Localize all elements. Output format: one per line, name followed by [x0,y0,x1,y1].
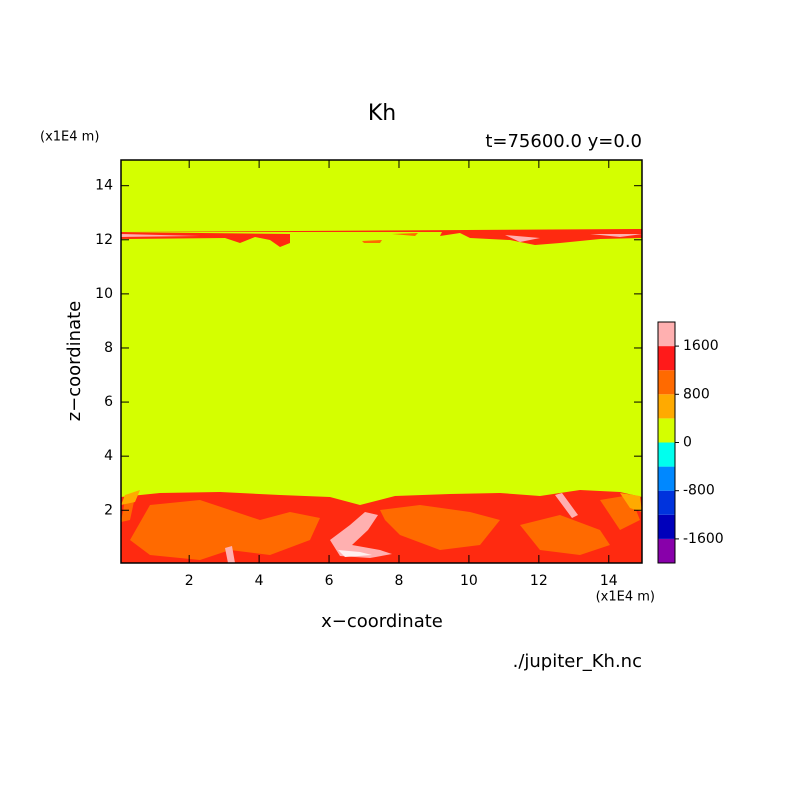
colorbar-box [658,370,675,395]
source-label: ./jupiter_Kh.nc [513,651,642,672]
y-tick-label: 12 [95,232,113,248]
y-unit: (x1E4 m) [40,130,99,145]
x-tick-label: 6 [325,573,334,589]
x-tick-label: 14 [600,573,618,589]
contour-fill [121,495,640,560]
colorbar-box [658,466,675,491]
axes: 2 4 6 8 10 12 14 2 4 6 8 10 12 14 -1600 -800 0 800 1600 [95,160,724,589]
colorbar-tick-label: 0 [683,435,692,451]
colorbar-box [658,394,675,419]
y-tick-label: 14 [95,178,113,194]
subtitle: t=75600.0 y=0.0 [485,131,642,152]
y-tick-label: 4 [104,448,113,464]
contour-fill [121,229,642,245]
x-tick-label: 12 [530,573,548,589]
y-tick-label: 8 [104,340,113,356]
colorbar-tick-label: -800 [683,483,715,499]
plot-frame [120,159,643,564]
colorbar-box [658,442,675,467]
x-axis-label: x−coordinate [321,611,443,632]
chart-title: Kh [368,101,396,126]
contour-field [121,160,642,563]
colorbar-box [658,418,675,443]
contour-fill [338,550,372,557]
colorbar-box [658,538,675,563]
y-axis-label: z−coordinate [64,301,85,422]
colorbar-box [658,346,675,371]
contour-fill [121,234,642,242]
colorbar-box [658,322,675,347]
contour-fill [362,233,418,243]
y-tick-label: 10 [95,286,113,302]
x-tick-label: 10 [460,573,478,589]
x-tick-label: 8 [395,573,404,589]
x-tick-label: 2 [185,573,194,589]
x-tick-label: 4 [255,573,264,589]
y-tick-label: 6 [104,394,113,410]
y-tick-label: 2 [104,502,113,518]
colorbar-tick-label: 800 [683,386,710,402]
colorbar-box [658,490,675,515]
colorbar-tick-label: 1600 [683,338,719,354]
colorbar-box [658,514,675,539]
x-unit: (x1E4 m) [596,590,655,605]
colorbar-tick-label: -1600 [683,531,724,547]
